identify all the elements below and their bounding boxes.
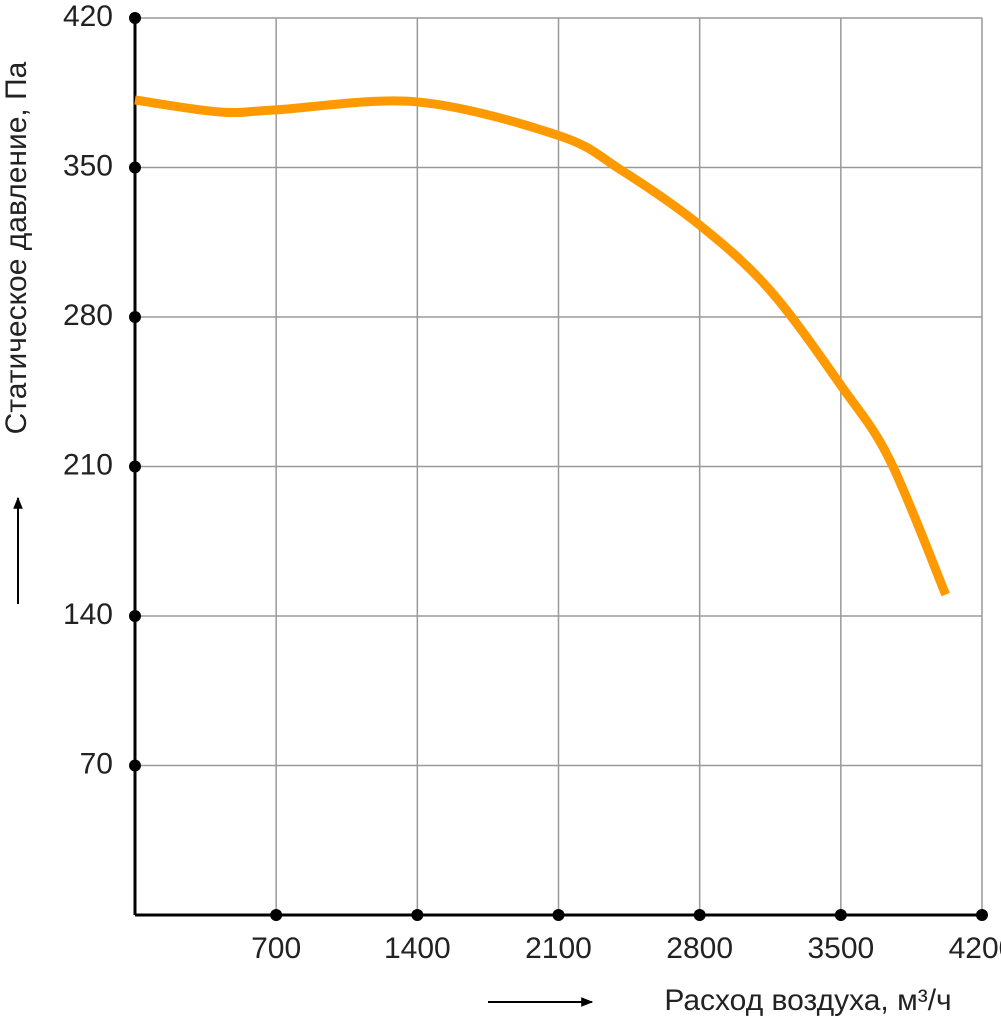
x-tick-label: 2100 (525, 932, 592, 965)
x-axis-label: Расход воздуха, м³/ч (664, 984, 951, 1017)
y-tick-label: 350 (63, 149, 113, 182)
y-axis-label: Статическое давление, Па (0, 61, 33, 434)
y-tick-label: 140 (63, 598, 113, 631)
grid: 70 140 210 280 350 420 700 1400 2100 2800 3500 4200 (63, 0, 1001, 965)
x-tick-label: 2800 (666, 932, 733, 965)
x-tick-label: 4200 (949, 932, 1001, 965)
x-tick-label: 1400 (384, 932, 451, 965)
y-tick-label: 70 (80, 747, 113, 780)
y-tick-label: 280 (63, 299, 113, 332)
y-tick-label: 420 (63, 0, 113, 33)
x-tick-label: 700 (251, 932, 301, 965)
x-tick-label: 3500 (807, 932, 874, 965)
curve (134, 95, 950, 597)
y-tick-label: 210 (63, 448, 113, 481)
plot (134, 95, 950, 597)
